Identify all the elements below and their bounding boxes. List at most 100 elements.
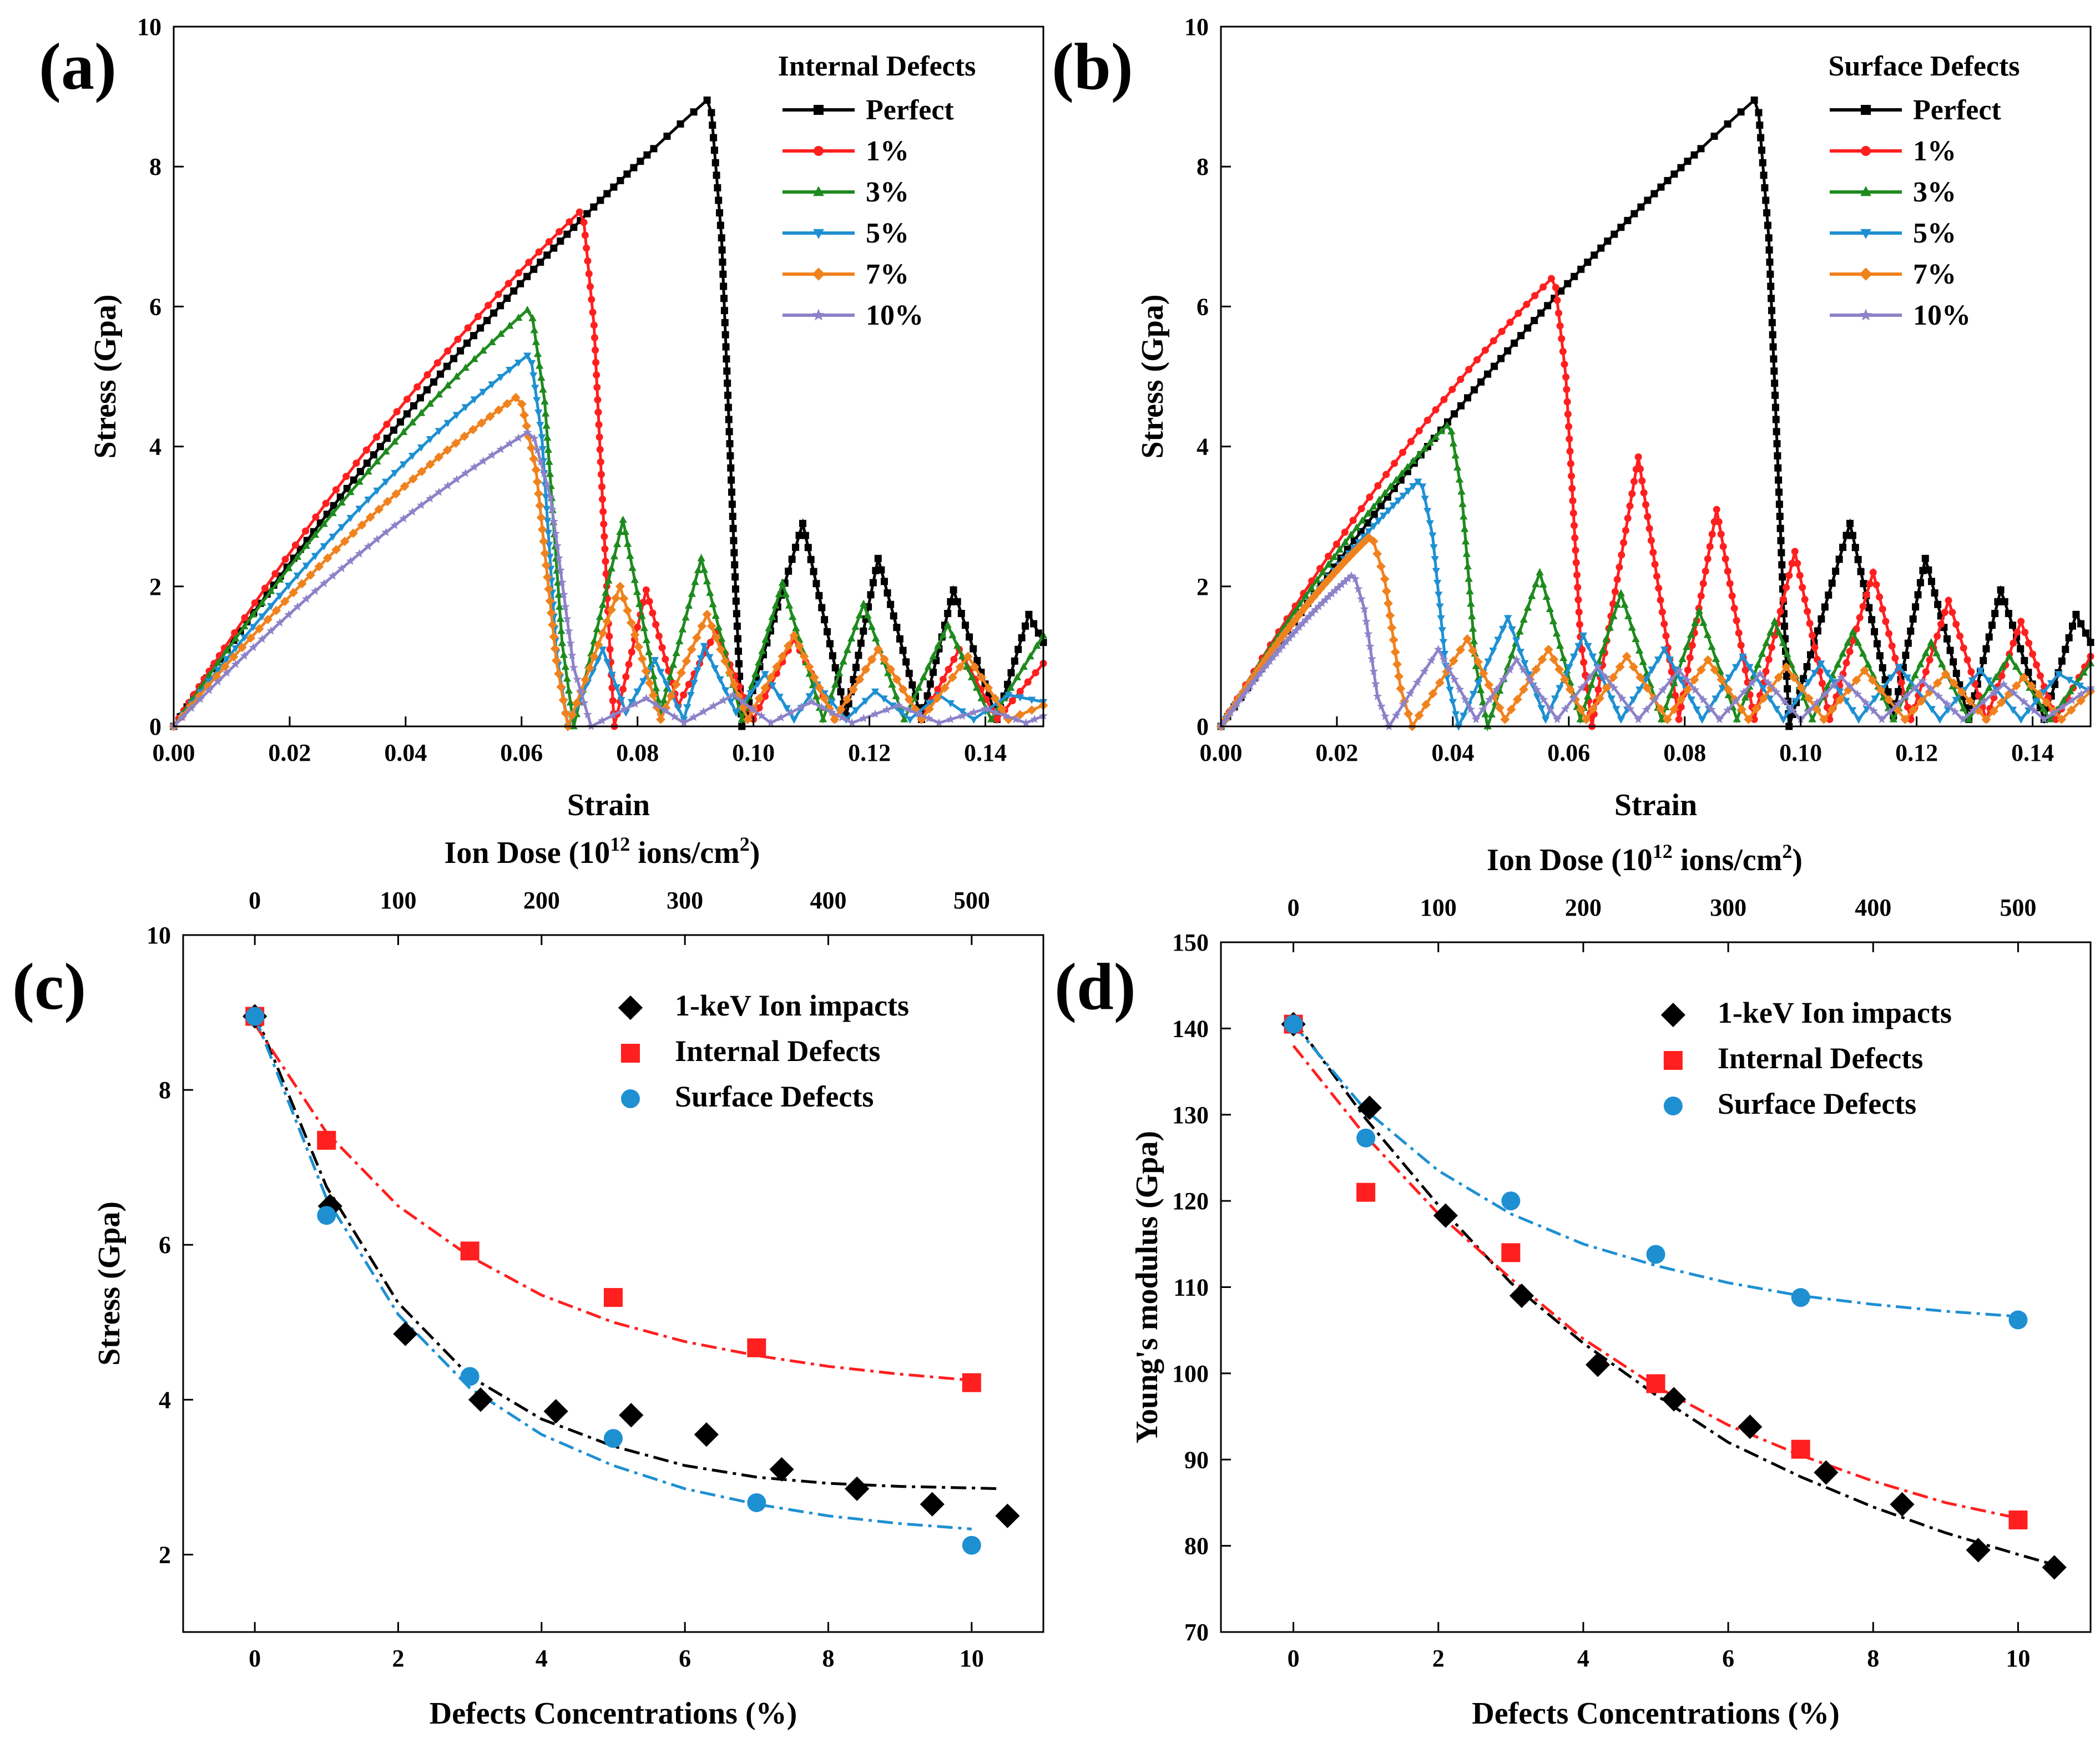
data-point [310, 586, 320, 595]
data-point [893, 624, 901, 631]
data-point [1014, 645, 1022, 653]
data-point [1737, 108, 1745, 116]
data-point [1447, 427, 1456, 435]
data-point [671, 679, 681, 689]
legend-label: Perfect [866, 94, 954, 126]
data-point [1521, 660, 1529, 668]
data-point [747, 1338, 766, 1357]
y-tick-label: 8 [159, 1077, 171, 1104]
data-point [1760, 171, 1768, 179]
legend-label: Internal Defects [1718, 1042, 1923, 1075]
data-point [1914, 591, 1922, 599]
data-point [284, 582, 293, 590]
data-point [962, 1535, 981, 1555]
data-point [1851, 675, 1861, 685]
data-point [645, 598, 653, 605]
data-point [1494, 636, 1502, 644]
data-point [1639, 658, 1647, 665]
data-point [597, 458, 604, 466]
data-point [1007, 683, 1015, 691]
data-point [543, 518, 552, 526]
data-point [666, 691, 676, 701]
data-point [1446, 686, 1454, 694]
data-point [1803, 663, 1811, 670]
data-point [1902, 651, 1910, 659]
data-point [400, 481, 410, 491]
data-point [1478, 705, 1487, 714]
data-point [1832, 567, 1840, 575]
data-point [1030, 714, 1039, 724]
data-point [1814, 1460, 1839, 1485]
data-point [1334, 583, 1343, 592]
data-point [533, 350, 542, 357]
data-point [1537, 654, 1547, 664]
data-point [2040, 689, 2048, 697]
data-point [652, 621, 660, 629]
x-tick-label: 2 [1432, 1645, 1445, 1672]
x-tick-label: 4 [1577, 1645, 1589, 1672]
data-point [2068, 622, 2076, 630]
legend-marker [1859, 309, 1872, 321]
data-point [932, 694, 942, 704]
data-point [1584, 643, 1592, 650]
data-point [1657, 183, 1665, 191]
data-point [306, 570, 315, 580]
data-point [1617, 589, 1625, 597]
data-point [1662, 1387, 1687, 1412]
legend-marker [814, 105, 824, 115]
data-point [613, 539, 622, 547]
data-point [542, 506, 551, 513]
data-point [1758, 146, 1765, 154]
data-point [662, 680, 671, 688]
x-tick-label: 0.12 [848, 739, 891, 766]
data-point [1369, 502, 1378, 510]
data-point [477, 324, 484, 332]
data-point [1991, 610, 1999, 618]
data-point [1654, 656, 1663, 664]
data-point [1818, 615, 1825, 623]
data-point [534, 409, 543, 417]
data-point [829, 652, 836, 660]
data-point [677, 120, 684, 128]
data-point [948, 631, 957, 639]
data-point [506, 321, 514, 329]
y-tick-label: 0 [149, 713, 161, 740]
data-point [679, 718, 689, 727]
data-point [703, 96, 711, 104]
data-point [605, 633, 613, 640]
data-point [785, 601, 794, 609]
data-point [1644, 513, 1652, 521]
data-point [355, 506, 364, 513]
data-point [697, 554, 705, 562]
data-point [548, 620, 558, 630]
data-point [1298, 619, 1307, 628]
data-point [1984, 677, 1993, 685]
data-point [550, 244, 558, 252]
data-point [1461, 537, 1470, 545]
data-point [1791, 698, 1800, 705]
data-point [1461, 694, 1470, 704]
data-point [1741, 666, 1749, 674]
data-point [731, 585, 739, 593]
data-point [337, 498, 346, 506]
data-point [871, 634, 880, 641]
data-point [650, 657, 659, 665]
data-point [497, 302, 504, 310]
data-point [1255, 669, 1265, 678]
top-tick-label: 500 [953, 887, 990, 914]
data-point [606, 645, 614, 653]
data-point [1390, 647, 1400, 657]
data-point [214, 666, 222, 674]
data-point [1469, 691, 1478, 699]
data-point [1699, 695, 1708, 704]
data-point [479, 346, 487, 354]
data-point [1876, 652, 1884, 660]
data-point [827, 699, 836, 706]
data-point [602, 617, 612, 627]
data-point [1770, 355, 1778, 363]
data-point [1421, 496, 1429, 503]
data-point [352, 459, 360, 467]
data-point [887, 600, 895, 608]
data-point [719, 258, 726, 266]
data-point [1632, 635, 1640, 643]
